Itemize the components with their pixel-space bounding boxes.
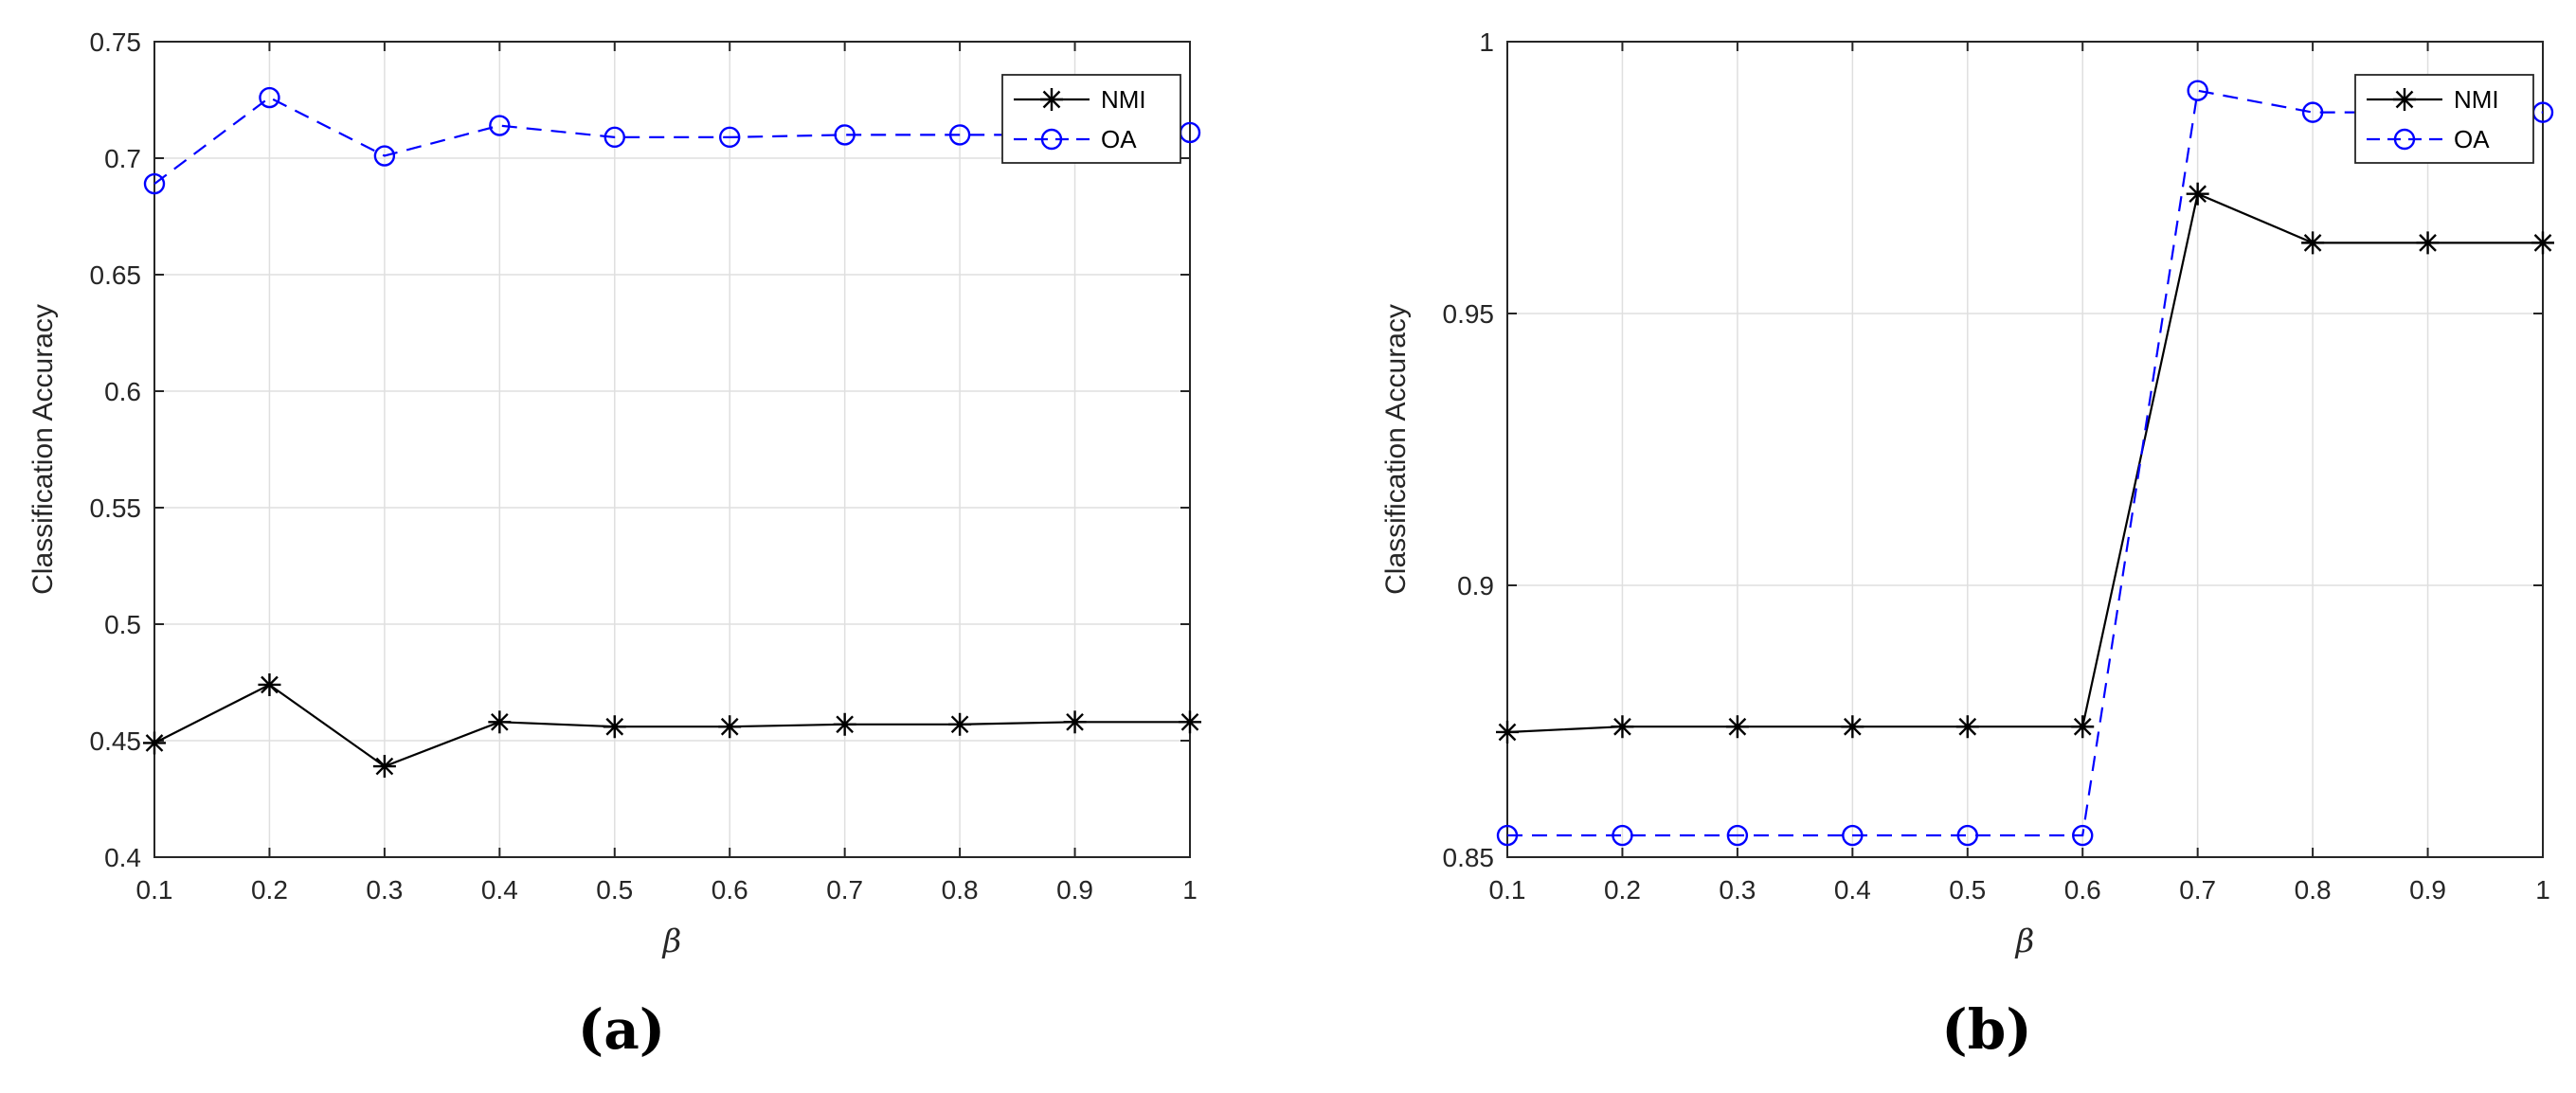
chart-a-legend-marker-oa <box>1040 128 1063 151</box>
chart-a-series-nmi-point <box>718 715 742 739</box>
chart-a-xtick-label: 0.5 <box>596 875 633 905</box>
chart-b-series-oa-point <box>1726 824 1749 847</box>
chart-a-xtick-label: 1 <box>1182 875 1198 905</box>
chart-b-xtick-label: 0.1 <box>1489 875 1526 905</box>
chart-b-legend-box <box>2354 74 2534 164</box>
chart-b-legend: NMI OA <box>2354 74 2534 164</box>
chart-a-series-oa-point <box>603 126 625 149</box>
chart-b-series-nmi-point <box>1611 715 1634 739</box>
chart-a-xtick-label: 0.4 <box>481 875 518 905</box>
chart-b-series-nmi-point <box>2301 231 2325 255</box>
chart-a-xtick-label: 0.8 <box>942 875 979 905</box>
chart-a-series-oa-point <box>143 172 166 195</box>
chart-b-series-nmi-point <box>2186 182 2209 206</box>
chart-a: 0.1 0.2 0.3 0.4 0.5 0.6 0.7 0.8 0.9 1 0.4 0.45 0.5 0.… <box>27 27 1201 1062</box>
chart-b-series-nmi-point <box>1725 715 1749 739</box>
chart-b-legend-label-nmi: NMI <box>2454 85 2499 114</box>
chart-a-legend-marker-nmi <box>1040 88 1063 111</box>
chart-a-caption: (a) <box>578 997 665 1062</box>
chart-b-series-oa-point <box>2301 101 2324 123</box>
chart-a-series-nmi-point <box>372 755 396 779</box>
chart-b: 0.1 0.2 0.3 0.4 0.5 0.6 0.7 0.8 0.9 1 0.85 0.9 0.95 1… <box>1380 27 2554 1062</box>
chart-a-series-oa-point <box>948 124 971 146</box>
chart-a-series-oa-point <box>834 124 856 146</box>
chart-b-ytick-label: 1 <box>1479 27 1494 57</box>
chart-a-series-oa-point <box>719 126 741 149</box>
chart-a-xtick-label: 0.9 <box>1056 875 1093 905</box>
chart-a-axes-box <box>153 41 1191 858</box>
chart-b-caption: (b) <box>1941 997 2031 1062</box>
chart-b-series-oa-point <box>1956 824 1978 847</box>
chart-b-ytick-label: 0.9 <box>1457 571 1494 600</box>
chart-a-ytick-label: 0.55 <box>90 493 142 523</box>
chart-a-ytick-label: 0.75 <box>90 27 142 57</box>
chart-a-ytick-label: 0.6 <box>104 377 141 406</box>
chart-a-ytick-label: 0.7 <box>104 144 141 173</box>
chart-b-series-nmi-point <box>2531 231 2554 255</box>
chart-b-series-oa-point <box>1496 824 1519 847</box>
chart-a-ylabel: Classification Accuracy <box>27 304 59 595</box>
chart-b-ytick-label: 0.85 <box>1443 843 1495 872</box>
chart-b-xtick-label: 0.7 <box>2179 875 2216 905</box>
chart-a-series-nmi-point <box>1063 710 1087 734</box>
chart-b-series-nmi-point <box>1496 720 1519 744</box>
chart-b-series-nmi-point <box>1841 715 1864 739</box>
chart-a-series-nmi-point <box>143 731 166 755</box>
chart-a-series-oa-point <box>373 145 396 167</box>
chart-b-series-oa-point <box>2187 80 2208 101</box>
chart-a-series-nmi-point <box>1179 710 1201 734</box>
chart-a-series-oa-point <box>259 86 280 109</box>
chart-a-legend-label-nmi: NMI <box>1101 85 1146 114</box>
chart-a-xtick-label: 0.3 <box>366 875 403 905</box>
chart-b-series-nmi-point <box>1955 715 1979 739</box>
chart-a-legend-box <box>1001 74 1181 164</box>
chart-a-series-nmi-point <box>948 712 972 736</box>
chart-b-xlabel: β <box>2014 923 2035 960</box>
chart-a-ytick-label: 0.45 <box>90 726 142 756</box>
chart-a-ytick-label: 0.4 <box>104 843 141 872</box>
chart-a-legend-label-oa: OA <box>1101 125 1137 153</box>
chart-b-legend-label-oa: OA <box>2454 125 2490 153</box>
chart-a-ytick-label: 0.65 <box>90 260 142 290</box>
chart-b-xtick-label: 1 <box>2535 875 2550 905</box>
chart-b-legend-marker-nmi <box>2393 88 2416 111</box>
chart-a-series-oa-point <box>489 115 511 136</box>
chart-a-legend: NMI OA <box>1001 74 1181 164</box>
chart-b-axes-box <box>1506 41 2544 858</box>
chart-b-xtick-label: 0.5 <box>1949 875 1986 905</box>
chart-a-ytick-label: 0.5 <box>104 610 141 639</box>
chart-b-series-nmi-point <box>2071 715 2095 739</box>
chart-a-xtick-label: 0.6 <box>712 875 748 905</box>
chart-a-xtick-label: 0.2 <box>251 875 288 905</box>
chart-b-xtick-label: 0.3 <box>1719 875 1756 905</box>
chart-b-series-nmi-line <box>1506 192 2543 734</box>
chart-b-series-nmi-point <box>2416 231 2440 255</box>
chart-a-series-nmi-line <box>153 683 1190 768</box>
chart-b-ylabel: Classification Accuracy <box>1380 304 1412 595</box>
chart-b-xtick-label: 0.9 <box>2409 875 2446 905</box>
chart-b-xtick-label: 0.6 <box>2064 875 2101 905</box>
chart-a-xtick-label: 0.7 <box>826 875 863 905</box>
chart-b-xtick-label: 0.4 <box>1834 875 1871 905</box>
chart-a-series-nmi-point <box>488 710 512 734</box>
chart-a-xtick-label: 0.1 <box>136 875 173 905</box>
chart-a-series-nmi-point <box>258 672 281 696</box>
chart-b-series-oa-line <box>1507 89 2543 837</box>
chart-b-legend-marker-oa <box>2393 128 2416 151</box>
chart-b-series-oa-point <box>1612 824 1633 847</box>
chart-b-xtick-label: 0.2 <box>1604 875 1641 905</box>
chart-a-series-nmi-point <box>833 712 856 736</box>
chart-b-ytick-label: 0.95 <box>1443 299 1495 329</box>
chart-b-series-oa-point <box>2072 824 2094 847</box>
chart-a-series-nmi-point <box>603 715 626 739</box>
chart-a-xlabel: β <box>661 923 682 960</box>
chart-b-series-oa-point <box>1842 824 1864 847</box>
chart-a-series-oa-line <box>153 96 1191 185</box>
chart-b-xtick-label: 0.8 <box>2295 875 2332 905</box>
